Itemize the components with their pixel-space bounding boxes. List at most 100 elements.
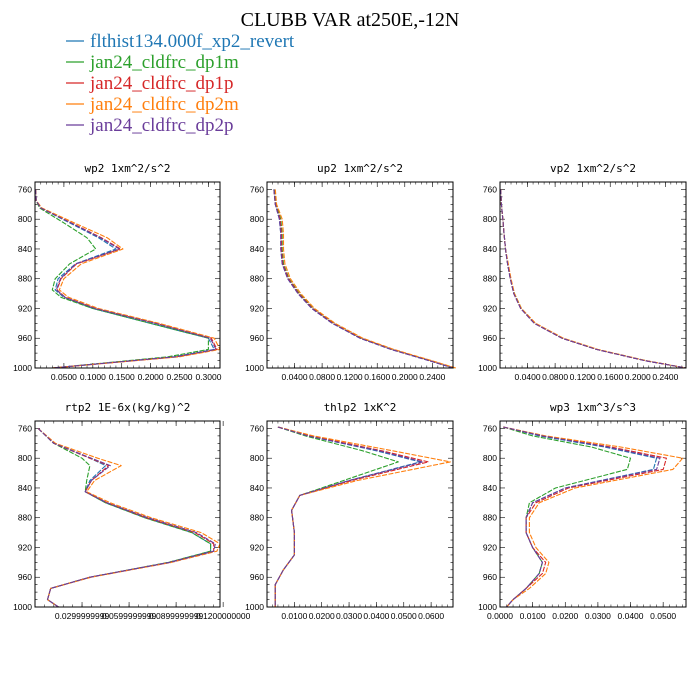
legend-entry: flthist134.000f_xp2_revert bbox=[66, 31, 295, 52]
legend-entry: jan24_cldfrc_dp2m bbox=[66, 94, 239, 115]
y-tick-label: 880 bbox=[250, 274, 264, 284]
series-line bbox=[37, 427, 221, 608]
series-line bbox=[500, 189, 687, 369]
x-tick-label: 0.0000 bbox=[487, 611, 513, 621]
series-line bbox=[500, 189, 687, 369]
y-tick-label: 800 bbox=[18, 214, 32, 224]
y-tick-label: 840 bbox=[483, 483, 497, 493]
x-tick-label: 0.0200 bbox=[552, 611, 578, 621]
x-tick-label: 0.1600 bbox=[597, 372, 623, 382]
y-tick-label: 840 bbox=[250, 483, 264, 493]
panel-title: up2 1xm^2/s^2 bbox=[317, 162, 403, 175]
x-tick-label: 0.2000 bbox=[138, 372, 164, 382]
y-tick-label: 1000 bbox=[245, 363, 264, 373]
x-tick-label: 0.0599999999 bbox=[102, 611, 157, 621]
series-line bbox=[500, 189, 687, 369]
y-tick-label: 800 bbox=[250, 214, 264, 224]
y-tick-label: 760 bbox=[18, 184, 32, 194]
plot-frame bbox=[34, 420, 221, 608]
y-tick-label: 800 bbox=[483, 214, 497, 224]
y-tick-label: 800 bbox=[250, 453, 264, 463]
y-tick-label: 840 bbox=[18, 244, 32, 254]
x-tick-label: 0.0100 bbox=[520, 611, 546, 621]
series-line bbox=[35, 189, 217, 369]
series-line bbox=[274, 426, 429, 607]
x-tick-label: 0.1000 bbox=[80, 372, 106, 382]
series-line bbox=[37, 428, 215, 608]
y-tick-label: 800 bbox=[18, 453, 32, 463]
y-tick-label: 760 bbox=[483, 423, 497, 433]
y-tick-label: 920 bbox=[18, 303, 32, 313]
y-tick-label: 760 bbox=[18, 423, 32, 433]
legend: flthist134.000f_xp2_revertjan24_cldfrc_d… bbox=[66, 31, 295, 136]
series-line bbox=[273, 189, 454, 369]
series-line bbox=[273, 189, 454, 369]
panel-title: wp2 1xm^2/s^2 bbox=[84, 162, 170, 175]
y-tick-label: 920 bbox=[483, 542, 497, 552]
panel: up2 1xm^2/s^2 760 800 840 880 920 960 1000 0.040… bbox=[245, 162, 456, 382]
panel: rtp2 1E-6x(kg/kg)^2 760 800 840 880 920 960 100… bbox=[13, 401, 251, 621]
series-line bbox=[35, 189, 209, 369]
legend-entry: jan24_cldfrc_dp2p bbox=[66, 115, 234, 136]
series-line bbox=[503, 426, 661, 608]
panel-title: wp3 1xm^3/s^3 bbox=[550, 401, 636, 414]
figure-title: CLUBB VAR at250E,-12N bbox=[241, 9, 460, 31]
y-tick-label: 920 bbox=[250, 303, 264, 313]
panel: wp2 1xm^2/s^2 760 800 840 880 920 960 1000 0.050… bbox=[13, 162, 222, 382]
x-tick-label: 0.0800 bbox=[542, 372, 568, 382]
x-tick-label: 0.1500 bbox=[109, 372, 135, 382]
series-line bbox=[503, 426, 632, 608]
series-line bbox=[37, 428, 212, 608]
y-tick-label: 1000 bbox=[13, 602, 32, 612]
series-line bbox=[274, 426, 421, 607]
y-tick-label: 840 bbox=[18, 483, 32, 493]
y-tick-label: 880 bbox=[18, 513, 32, 523]
x-tick-label: 0.2000 bbox=[392, 372, 418, 382]
x-tick-label: 0.0500 bbox=[391, 611, 417, 621]
y-tick-label: 960 bbox=[250, 333, 264, 343]
x-tick-label: 0.1600 bbox=[364, 372, 390, 382]
series-line bbox=[500, 189, 687, 369]
plot-frame bbox=[499, 420, 687, 608]
series-line bbox=[274, 426, 451, 607]
y-tick-label: 920 bbox=[18, 542, 32, 552]
x-tick-label: 0.0500 bbox=[650, 611, 676, 621]
y-tick-label: 880 bbox=[483, 513, 497, 523]
y-tick-label: 840 bbox=[250, 244, 264, 254]
y-tick-label: 920 bbox=[250, 542, 264, 552]
series-line bbox=[274, 426, 424, 607]
x-tick-label: 0.0299999999 bbox=[55, 611, 110, 621]
y-tick-label: 960 bbox=[18, 572, 32, 582]
panel-title: thlp2 1xK^2 bbox=[324, 401, 397, 414]
series-line bbox=[35, 189, 221, 369]
y-tick-label: 880 bbox=[483, 274, 497, 284]
panel-title: rtp2 1E-6x(kg/kg)^2 bbox=[65, 401, 191, 414]
y-tick-label: 880 bbox=[250, 513, 264, 523]
y-tick-label: 960 bbox=[18, 333, 32, 343]
series-line bbox=[35, 189, 215, 369]
y-tick-label: 760 bbox=[250, 423, 264, 433]
panel: vp2 1xm^2/s^2 760 800 840 880 920 960 1000 0.040… bbox=[478, 162, 687, 382]
plot-frame bbox=[34, 181, 221, 369]
series-line bbox=[274, 426, 399, 607]
x-tick-label: 0.0500 bbox=[51, 372, 77, 382]
plot-frame bbox=[266, 181, 454, 369]
x-tick-label: 0.0400 bbox=[618, 611, 644, 621]
x-tick-label: 0.0300 bbox=[336, 611, 362, 621]
series-line bbox=[273, 189, 454, 369]
x-tick-label: 0.1200 bbox=[570, 372, 596, 382]
y-tick-label: 920 bbox=[483, 303, 497, 313]
x-tick-label: 0.0300 bbox=[585, 611, 611, 621]
x-tick-label: 0.0400 bbox=[282, 372, 308, 382]
legend-entry: jan24_cldfrc_dp1p bbox=[66, 73, 234, 94]
series-line bbox=[35, 189, 218, 369]
y-tick-label: 1000 bbox=[13, 363, 32, 373]
legend-label: jan24_cldfrc_dp1m bbox=[89, 52, 239, 73]
series-line bbox=[37, 428, 216, 608]
x-tick-label: 0.2500 bbox=[167, 372, 193, 382]
series-line bbox=[274, 189, 456, 369]
x-tick-label: 0.3000 bbox=[195, 372, 221, 382]
series-line bbox=[37, 428, 212, 608]
